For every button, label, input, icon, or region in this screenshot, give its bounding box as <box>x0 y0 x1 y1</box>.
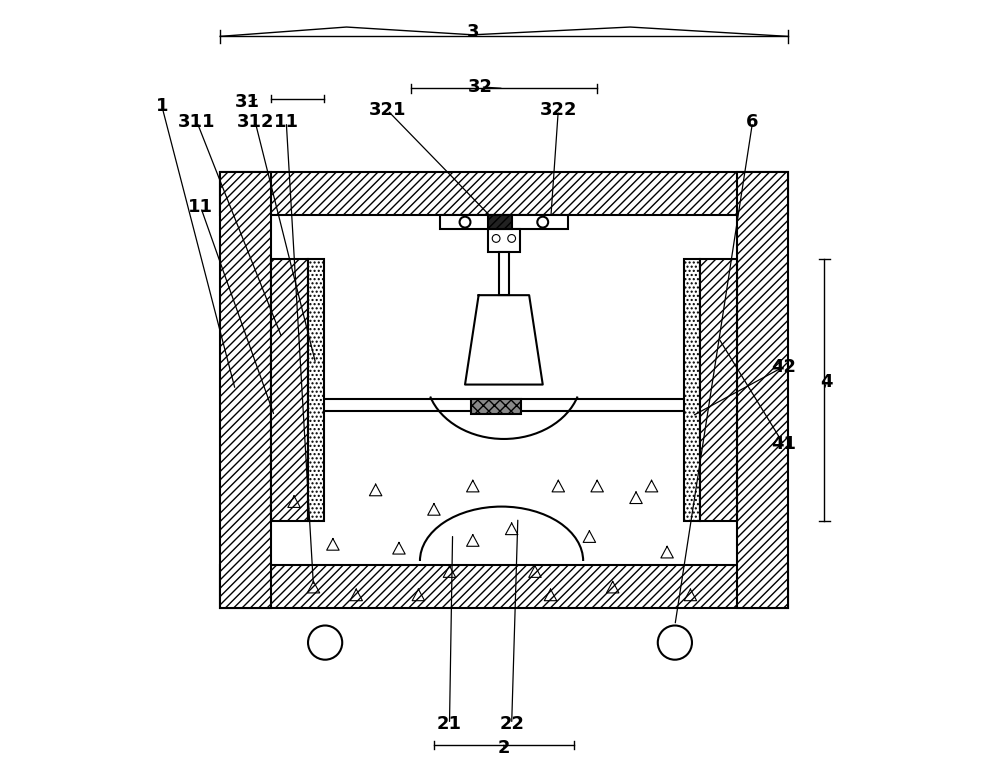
Text: 322: 322 <box>540 101 577 119</box>
Text: 312: 312 <box>236 113 274 131</box>
Text: 31: 31 <box>235 94 260 112</box>
Text: 1: 1 <box>156 98 168 115</box>
Text: 2: 2 <box>498 739 510 757</box>
Bar <box>308 260 324 520</box>
Text: 42: 42 <box>771 358 796 376</box>
Text: 321: 321 <box>369 101 406 119</box>
Text: 21: 21 <box>437 715 462 733</box>
Bar <box>220 172 788 215</box>
Bar <box>499 253 509 295</box>
Bar <box>220 565 788 608</box>
Bar <box>700 260 737 520</box>
Text: 6: 6 <box>746 113 759 131</box>
Bar <box>220 172 271 608</box>
Bar <box>684 260 700 520</box>
Text: 22: 22 <box>499 715 524 733</box>
Text: 41: 41 <box>771 435 796 453</box>
Bar <box>488 229 520 253</box>
Text: 11: 11 <box>188 198 213 216</box>
Bar <box>471 399 521 414</box>
Text: 311: 311 <box>178 113 216 131</box>
Text: 32: 32 <box>468 78 493 96</box>
Bar <box>737 172 788 608</box>
Bar <box>271 260 308 520</box>
Text: 4: 4 <box>820 373 833 392</box>
Bar <box>440 215 568 229</box>
Text: 3: 3 <box>467 23 479 41</box>
Text: 11: 11 <box>274 113 299 131</box>
Bar <box>488 215 512 229</box>
